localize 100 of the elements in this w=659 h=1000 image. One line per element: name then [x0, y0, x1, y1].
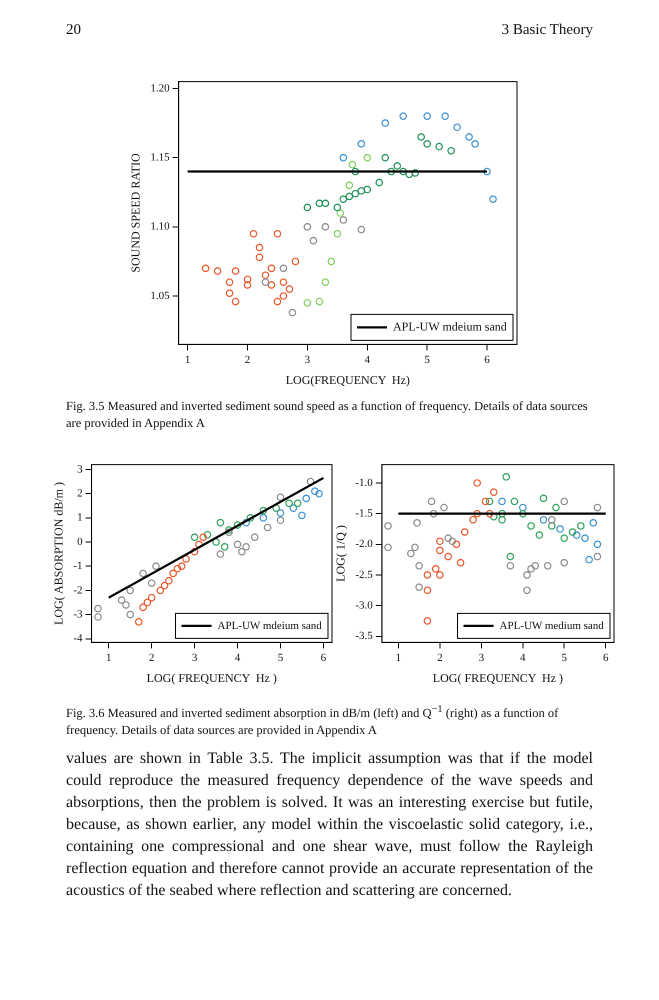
point [518, 504, 527, 512]
text: 20 [66, 21, 81, 40]
point [165, 576, 173, 585]
point [441, 112, 449, 120]
point [448, 537, 456, 546]
point [483, 168, 491, 176]
point [260, 514, 268, 522]
x-tick-label: 2 [437, 652, 443, 664]
point [585, 556, 593, 564]
point [214, 267, 222, 275]
point [387, 168, 396, 176]
point [274, 230, 282, 238]
point [260, 506, 268, 514]
point [276, 516, 284, 524]
point [556, 525, 564, 533]
y-tick-label: -2.5 [355, 568, 374, 581]
point [424, 586, 432, 594]
text: Fig. 3.6 Measured and inverted sediment absorption in dB/m (left) and Q$^{−1}$ (right) as a function of frequency. Details of data sources are provided in Appendix A [66, 704, 558, 738]
point [118, 596, 126, 604]
y-tick-label: -1 [73, 560, 83, 572]
point [340, 154, 348, 162]
point [304, 299, 312, 307]
point [256, 253, 264, 262]
point [144, 598, 152, 606]
point [498, 510, 506, 518]
point [328, 258, 336, 266]
y-axis-title: LOG( 1/Q ) [333, 525, 348, 582]
point [399, 168, 408, 176]
point [581, 534, 589, 542]
point [182, 555, 190, 563]
point [340, 216, 348, 224]
point [424, 617, 432, 625]
point [363, 186, 372, 194]
point [152, 562, 160, 570]
point [594, 504, 602, 512]
point [272, 504, 280, 512]
point [510, 498, 518, 506]
point [502, 473, 510, 481]
point [471, 140, 479, 148]
point [399, 112, 408, 120]
y-tick-label: 1 [77, 512, 83, 524]
point [220, 543, 228, 551]
point [148, 594, 156, 602]
point [126, 586, 134, 594]
point [465, 133, 473, 141]
point [292, 258, 300, 266]
point [346, 192, 354, 200]
point [286, 285, 294, 293]
point [432, 565, 440, 573]
point [232, 267, 240, 275]
point [244, 276, 252, 284]
point [288, 308, 296, 316]
point [225, 528, 233, 536]
point [190, 548, 198, 556]
point [540, 494, 548, 502]
point [304, 204, 312, 212]
point [242, 518, 250, 526]
point [436, 571, 444, 579]
x-axis-title: LOG( FREQUENCY Hz ) [432, 670, 564, 685]
point [304, 223, 312, 231]
x-tick-label: 6 [602, 652, 609, 664]
caption: Fig. 3.5 Measured and inverted sediment sound speed as a function of frequency. Details of data sources are provided in Appendix A [66, 398, 589, 432]
point [358, 140, 366, 148]
point [202, 264, 210, 272]
point [482, 498, 490, 506]
x-tick-label: 6 [320, 652, 327, 664]
y-tick-label: -3 [73, 608, 84, 620]
point [486, 498, 494, 506]
x-tick-label: 1 [184, 354, 190, 366]
point [473, 510, 481, 518]
point [122, 601, 130, 609]
point [242, 543, 250, 551]
point [393, 162, 402, 170]
point [453, 123, 461, 132]
point [216, 550, 224, 558]
point [415, 562, 423, 570]
point [531, 562, 540, 570]
point [544, 562, 552, 570]
point [594, 552, 602, 560]
point [498, 516, 506, 524]
point [336, 209, 344, 217]
point [536, 531, 544, 539]
point [358, 187, 366, 195]
point [469, 516, 477, 524]
point [415, 583, 423, 592]
point [518, 510, 527, 518]
point [381, 154, 390, 162]
point [234, 540, 242, 548]
point [381, 119, 390, 127]
y-tick-label: -3.5 [355, 630, 374, 642]
point [523, 586, 531, 594]
point [246, 514, 254, 522]
legend-label: APL-UW mdeium sand [393, 320, 507, 334]
point [435, 142, 443, 150]
point [298, 512, 306, 520]
y-tick-label: 1.15 [150, 152, 170, 164]
point [436, 537, 444, 546]
point [423, 140, 431, 148]
point [238, 548, 246, 556]
point [264, 524, 272, 532]
